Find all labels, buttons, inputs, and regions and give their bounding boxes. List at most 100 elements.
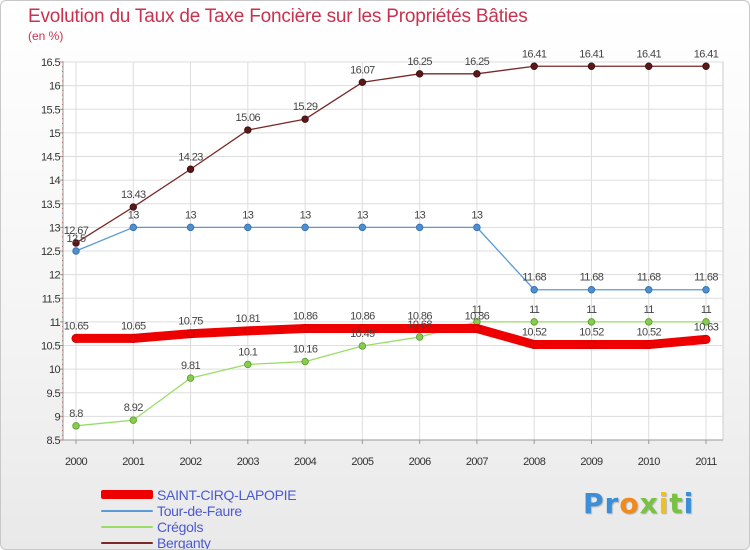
data-point-berganty: [72, 239, 80, 247]
y-tick-label: 13: [49, 222, 61, 234]
y-tick-label: 14: [49, 175, 61, 187]
y-tick-label: 11.5: [42, 293, 61, 305]
x-tick-label: 2011: [695, 456, 717, 468]
data-point-tour-de-faure: [530, 286, 538, 294]
data-point-tour-de-faure: [129, 223, 137, 232]
data-label-saint-cirq-lapopie: 10.81: [236, 313, 261, 325]
data-label-berganty: 16.41: [522, 48, 547, 60]
data-point-cregols: [244, 360, 252, 369]
x-tick-label: 2001: [122, 456, 145, 468]
data-point-saint-cirq-lapopie: [644, 340, 654, 349]
x-tick-label: 2008: [523, 456, 546, 468]
data-point-tour-de-faure: [358, 223, 367, 232]
x-tick-label: 2009: [580, 456, 603, 468]
data-point-saint-cirq-lapopie: [243, 326, 253, 336]
data-point-berganty: [244, 126, 252, 134]
grid-layer: [62, 61, 724, 441]
data-label-cregols: 10.16: [293, 344, 318, 356]
logo-letter: i: [683, 487, 695, 520]
data-point-cregols: [415, 333, 424, 341]
x-tick-label: 2007: [466, 456, 489, 468]
y-tick-label: 15.5: [41, 104, 60, 116]
data-label-tour-de-faure: 13: [185, 209, 197, 221]
data-point-saint-cirq-lapopie: [71, 334, 81, 343]
data-point-berganty: [129, 203, 137, 211]
data-point-cregols: [129, 416, 137, 424]
data-point-cregols: [587, 318, 596, 326]
logo-letter: o: [619, 487, 640, 520]
legend-label: Berganty: [157, 535, 211, 550]
x-tick-label: 2002: [180, 456, 203, 468]
y-tick-label: 15: [49, 128, 61, 140]
data-point-saint-cirq-lapopie: [128, 334, 138, 343]
data-label-tour-de-faure: 13: [128, 209, 140, 221]
legend-label: SAINT-CIRQ-LAPOPIE: [157, 487, 297, 503]
data-label-tour-de-faure: 13: [357, 209, 369, 221]
x-tick-label: 2005: [351, 456, 374, 468]
data-label-tour-de-faure: 11.68: [694, 272, 718, 284]
y-tick-label: 10.5: [41, 341, 60, 353]
data-label-cregols: 11: [529, 304, 540, 316]
legend-swatch-saint-cirq-lapopie: [101, 490, 153, 499]
data-label-tour-de-faure: 13: [242, 209, 254, 221]
data-point-berganty: [186, 165, 195, 173]
data-point-tour-de-faure: [645, 286, 653, 294]
series-line-saint-cirq-lapopie: [71, 323, 711, 350]
data-point-berganty: [301, 115, 309, 123]
data-point-tour-de-faure: [415, 223, 424, 232]
data-label-berganty: 13.43: [121, 189, 146, 201]
logo-letter: r: [604, 487, 620, 520]
data-label-cregols: 11: [586, 304, 597, 316]
data-point-cregols: [702, 318, 710, 326]
data-point-saint-cirq-lapopie: [300, 324, 310, 333]
data-label-cregols: 8.8: [69, 408, 83, 420]
data-label-saint-cirq-lapopie: 10.52: [579, 327, 604, 339]
logo-letter: t: [669, 487, 684, 520]
data-label-berganty: 16.41: [636, 48, 661, 60]
x-tick-label: 2003: [237, 456, 260, 468]
data-label-tour-de-faure: 11.68: [637, 272, 661, 284]
data-label-saint-cirq-lapopie: 10.86: [465, 310, 490, 322]
data-point-saint-cirq-lapopie: [701, 334, 711, 344]
data-point-cregols: [301, 357, 309, 366]
data-label-cregols: 11: [701, 304, 712, 316]
data-label-cregols: 10.1: [238, 346, 257, 358]
data-label-layer: 12.67 13.43 14.23 15.06 15.29 16.07 16.25 16.25…: [64, 48, 720, 420]
data-label-tour-de-faure: 11.68: [580, 272, 604, 284]
series-layer: [71, 62, 711, 430]
legend-label: Tour-de-Faure: [157, 503, 242, 519]
data-point-saint-cirq-lapopie: [415, 324, 425, 333]
data-point-saint-cirq-lapopie: [472, 324, 482, 333]
data-point-berganty: [415, 70, 424, 78]
y-tick-label: 16: [49, 81, 61, 93]
data-point-tour-de-faure: [244, 223, 252, 232]
data-point-berganty: [530, 62, 538, 70]
data-point-berganty: [587, 62, 596, 70]
data-label-cregols: 10.68: [407, 319, 432, 331]
data-label-saint-cirq-lapopie: 10.75: [178, 316, 203, 328]
data-label-cregols: 10.49: [350, 328, 375, 340]
data-point-berganty: [358, 78, 367, 87]
data-point-saint-cirq-lapopie: [529, 340, 539, 349]
legend-swatch-berganty: [101, 542, 153, 544]
data-point-cregols: [186, 374, 195, 382]
data-label-cregols: 11: [644, 304, 655, 316]
data-point-cregols: [358, 342, 367, 350]
data-point-cregols: [72, 422, 80, 430]
data-label-tour-de-faure: 13: [414, 209, 426, 221]
data-label-saint-cirq-lapopie: 10.86: [350, 310, 375, 322]
data-point-tour-de-faure: [186, 223, 195, 232]
data-label-cregols: 9.81: [181, 360, 200, 372]
axis-layer: 8.5 9 9.5 10 10.5 11 11.5 12 12.5 13 13.5 14 14.5 15 1…: [41, 57, 723, 468]
series-line-berganty: [75, 65, 707, 244]
y-tick-label: 11: [50, 317, 61, 329]
x-tick-label: 2010: [638, 456, 661, 468]
data-label-berganty: 14.23: [178, 151, 203, 163]
data-label-berganty: 15.29: [293, 101, 318, 113]
data-label-berganty: 15.06: [236, 112, 261, 124]
data-point-berganty: [702, 62, 710, 70]
y-tick-label: 9: [54, 411, 60, 423]
data-label-berganty: 16.25: [407, 56, 432, 68]
y-tick-label: 8.5: [47, 435, 61, 447]
